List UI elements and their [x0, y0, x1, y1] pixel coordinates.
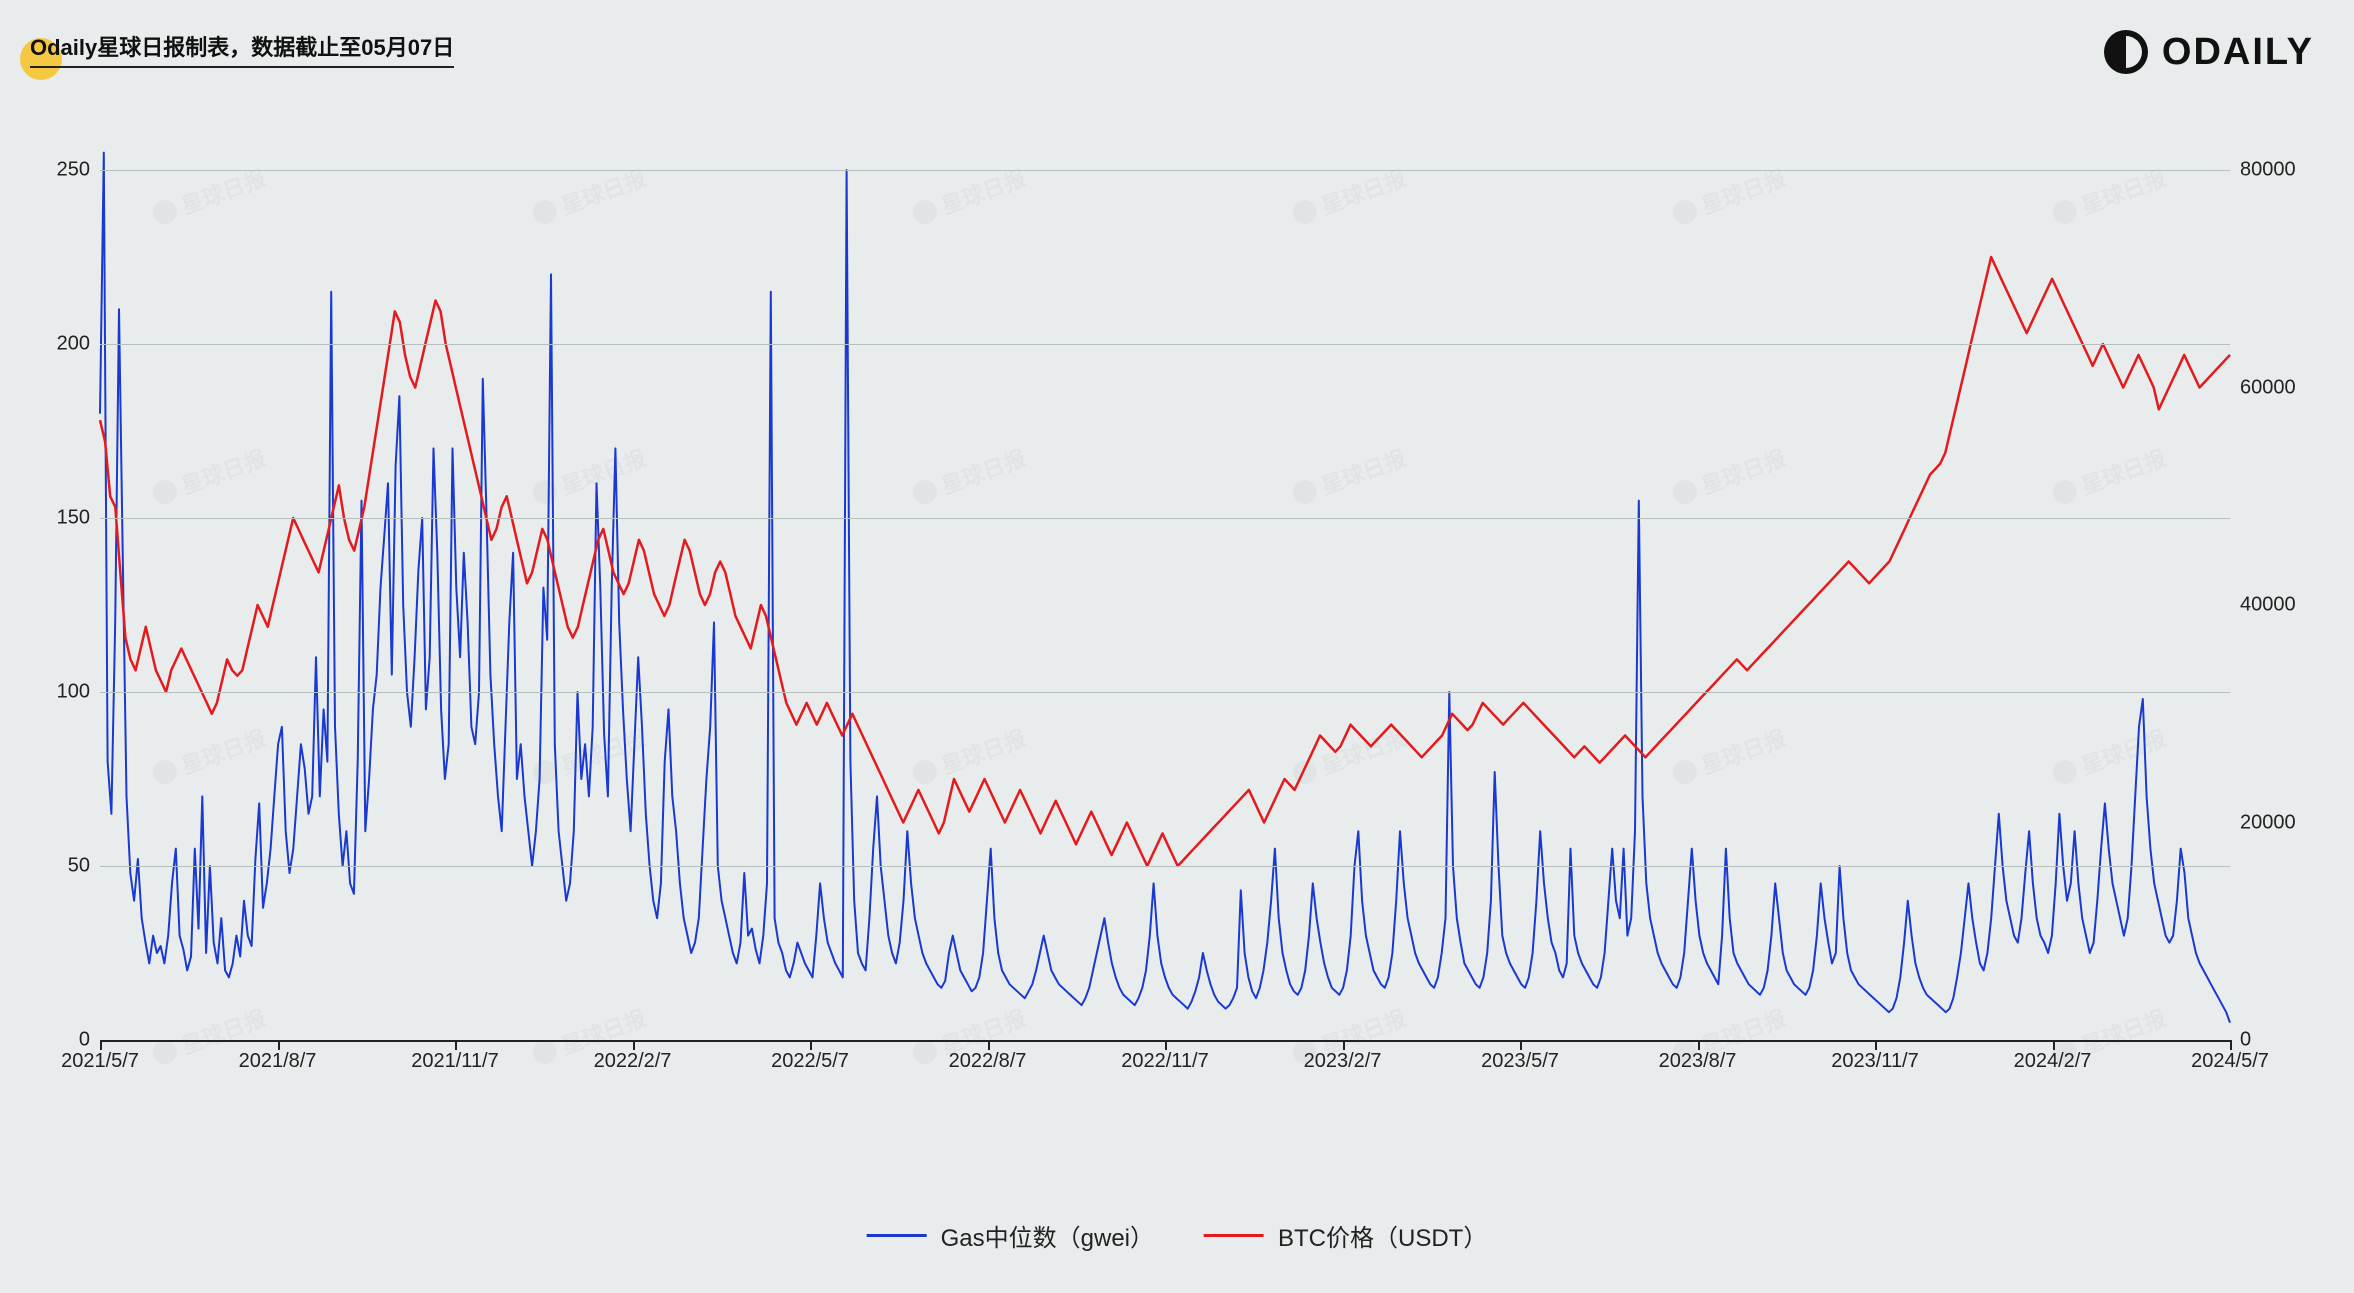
- x-tick-label: 2021/8/7: [239, 1050, 317, 1073]
- y-left-tick-label: 150: [40, 507, 90, 530]
- x-tick: [100, 1040, 102, 1050]
- x-tick: [1698, 1040, 1700, 1050]
- x-tick-label: 2024/2/7: [2014, 1050, 2092, 1073]
- header-title: Odaily星球日报制表，数据截止至05月07日: [30, 30, 454, 68]
- y-left-tick-label: 0: [40, 1029, 90, 1052]
- gridline: [100, 344, 2230, 345]
- x-tick-label: 2021/11/7: [411, 1050, 499, 1073]
- chart: 050100150200250020000400006000080000 202…: [40, 170, 2310, 1090]
- logo-icon: [2104, 30, 2148, 74]
- legend: Gas中位数（gwei） BTC价格（USDT）: [867, 1218, 1488, 1253]
- legend-swatch-gas: [867, 1234, 927, 1237]
- x-tick: [455, 1040, 457, 1050]
- x-tick: [1343, 1040, 1345, 1050]
- x-tick-label: 2023/5/7: [1481, 1050, 1559, 1073]
- y-left-tick-label: 100: [40, 681, 90, 704]
- line-gas: [100, 153, 2230, 1023]
- legend-swatch-btc: [1204, 1234, 1264, 1237]
- chart-container: Odaily星球日报制表，数据截止至05月07日 ODAILY 星球日报星球日报…: [0, 0, 2354, 1293]
- x-tick: [1520, 1040, 1522, 1050]
- gridline: [100, 692, 2230, 693]
- gridline: [100, 866, 2230, 867]
- x-tick: [278, 1040, 280, 1050]
- x-tick: [988, 1040, 990, 1050]
- y-right-tick-label: 80000: [2240, 159, 2310, 182]
- gridline: [100, 170, 2230, 171]
- x-tick-label: 2022/11/7: [1121, 1050, 1209, 1073]
- legend-item-gas: Gas中位数（gwei）: [867, 1218, 1154, 1253]
- x-tick: [1875, 1040, 1877, 1050]
- y-right-tick-label: 0: [2240, 1029, 2310, 1052]
- x-tick-label: 2022/8/7: [949, 1050, 1027, 1073]
- x-tick: [810, 1040, 812, 1050]
- x-tick: [2053, 1040, 2055, 1050]
- x-tick-label: 2021/5/7: [61, 1050, 139, 1073]
- y-right-tick-label: 40000: [2240, 594, 2310, 617]
- y-right-tick-label: 60000: [2240, 376, 2310, 399]
- x-tick-label: 2022/2/7: [594, 1050, 672, 1073]
- gridline: [100, 518, 2230, 519]
- legend-label-gas: Gas中位数（gwei）: [941, 1218, 1154, 1253]
- x-tick: [1165, 1040, 1167, 1050]
- y-right-tick-label: 20000: [2240, 811, 2310, 834]
- x-tick-label: 2023/8/7: [1659, 1050, 1737, 1073]
- y-left-tick-label: 250: [40, 159, 90, 182]
- x-tick-label: 2022/5/7: [771, 1050, 849, 1073]
- x-tick-label: 2023/11/7: [1831, 1050, 1919, 1073]
- x-tick-label: 2023/2/7: [1304, 1050, 1382, 1073]
- y-left-tick-label: 200: [40, 333, 90, 356]
- plot-area: 050100150200250020000400006000080000: [100, 170, 2230, 1042]
- header: Odaily星球日报制表，数据截止至05月07日: [30, 30, 454, 68]
- chart-lines: [100, 170, 2230, 1040]
- legend-item-btc: BTC价格（USDT）: [1204, 1218, 1487, 1253]
- y-left-tick-label: 50: [40, 855, 90, 878]
- legend-label-btc: BTC价格（USDT）: [1278, 1218, 1487, 1253]
- logo-text: ODAILY: [2162, 31, 2314, 74]
- logo: ODAILY: [2104, 30, 2314, 74]
- x-tick: [2230, 1040, 2232, 1050]
- x-tick: [633, 1040, 635, 1050]
- x-tick-label: 2024/5/7: [2191, 1050, 2269, 1073]
